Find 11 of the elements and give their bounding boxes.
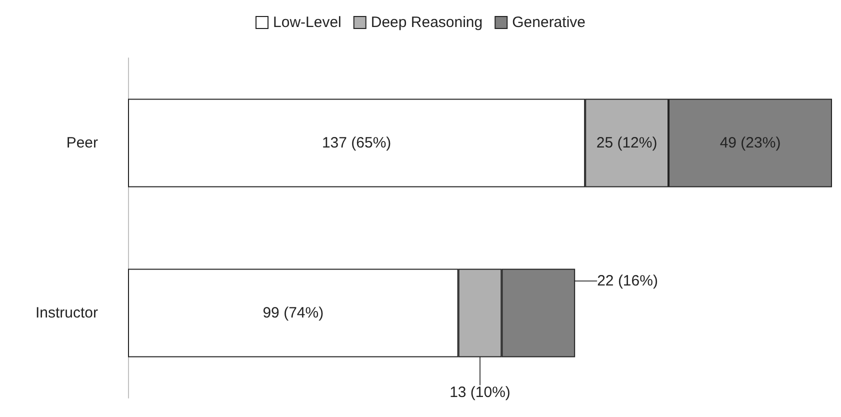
data-label: 22 (16%)	[597, 272, 658, 290]
y-tick-label: Instructor	[35, 304, 98, 322]
legend-label: Low-Level	[273, 14, 342, 31]
y-tick-label: Peer	[66, 134, 98, 152]
legend-label: Generative	[512, 14, 586, 31]
data-label: 13 (10%)	[450, 384, 510, 402]
legend-label: Deep Reasoning	[370, 14, 483, 31]
data-label: 137 (65%)	[322, 134, 392, 152]
data-label: 25 (12%)	[596, 134, 658, 152]
data-label: 99 (74%)	[262, 304, 324, 322]
data-label: 49 (23%)	[720, 134, 781, 152]
